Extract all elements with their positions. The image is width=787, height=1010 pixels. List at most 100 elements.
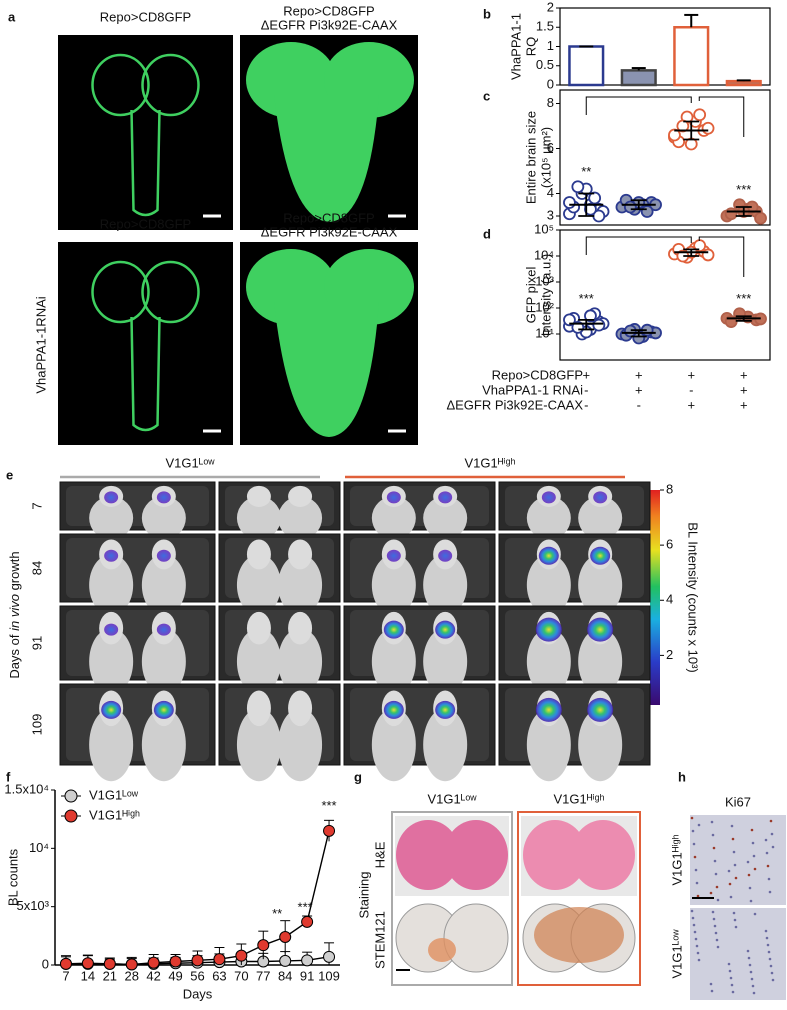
cell: [712, 917, 716, 921]
cell: [728, 969, 732, 973]
ihc-image: [690, 908, 786, 1000]
section-frame: [517, 811, 641, 986]
imaging-stage: [66, 688, 209, 761]
cell: [693, 855, 697, 859]
ventral-cord: [274, 95, 379, 222]
data-point: [724, 207, 738, 221]
row-label: VhaPPA1-1 RNAi: [482, 382, 583, 397]
brain: [246, 42, 414, 222]
x-tick-label: 28: [124, 968, 138, 983]
cell: [749, 970, 753, 974]
data-point: [125, 958, 138, 971]
bioluminescence: [386, 549, 401, 562]
brain-lobe: [141, 53, 200, 117]
series-line: [65, 830, 330, 966]
panel-letter: c: [483, 88, 490, 103]
cell: [752, 854, 756, 858]
mouse-body: [578, 554, 623, 616]
mouse-body: [423, 496, 468, 540]
y-tick-label: 0: [42, 956, 49, 971]
y-tick-label: 1.5: [536, 19, 554, 34]
cell: [690, 816, 694, 820]
table-mark: -: [584, 382, 588, 397]
cell: [746, 949, 750, 953]
cell: [733, 863, 737, 867]
cell: [769, 964, 773, 968]
cell: [768, 957, 772, 961]
imaging-stage: [66, 610, 209, 676]
cell: [692, 842, 696, 846]
mouse-body: [236, 708, 281, 782]
cell: [750, 828, 754, 832]
data-point: [301, 915, 314, 928]
data-point: [169, 955, 182, 968]
cell: [714, 931, 718, 935]
x-tick-label: 91: [300, 968, 314, 983]
color-scale: [650, 490, 660, 705]
row-label: 84: [29, 561, 44, 575]
imaging-stage: [66, 486, 209, 526]
mouse-body: [371, 628, 416, 695]
cell: [713, 859, 717, 863]
bioluminescence: [104, 491, 119, 504]
cell: [752, 991, 756, 995]
column-header: V1G1ᴸᵒʷ: [166, 455, 216, 470]
table-mark: -: [637, 397, 641, 412]
bioluminescence: [153, 700, 174, 719]
y-tick-label: 10⁵: [534, 221, 554, 236]
mouse-body: [236, 628, 281, 695]
y-tick-label: 2: [547, 0, 554, 14]
cell: [691, 829, 695, 833]
cell: [731, 990, 735, 994]
mouse-body: [371, 554, 416, 616]
y-tick-label: 3: [547, 207, 554, 222]
cell: [711, 833, 715, 837]
cell: [770, 971, 774, 975]
panel-title: Ki67: [725, 794, 751, 809]
row-label: ΔEGFR Pi3k92E-CAAX: [446, 397, 583, 412]
y-tick-label: 0.5: [536, 57, 554, 72]
imaging-stage: [505, 538, 644, 598]
cell: [766, 943, 770, 947]
bar: [673, 26, 710, 87]
table-mark: +: [740, 382, 748, 397]
mouse-body: [89, 496, 134, 540]
significance-label: ***: [321, 798, 336, 813]
cell: [697, 823, 701, 827]
plot-frame: [559, 229, 771, 361]
mouse-body: [89, 554, 134, 616]
mouse-body: [371, 708, 416, 782]
cell: [711, 910, 715, 914]
mouse-body: [278, 708, 323, 782]
legend-marker: [64, 789, 78, 803]
mouse-body: [89, 708, 134, 782]
bar: [620, 69, 657, 87]
mouse-body: [141, 628, 186, 695]
bioluminescence: [587, 617, 614, 642]
column-header: V1G1ᴸᵒʷ: [428, 791, 478, 806]
cell: [716, 898, 720, 902]
cell: [710, 820, 714, 824]
cell: [770, 832, 774, 836]
image-label: ΔEGFR Pi3k92E-CAAX: [261, 17, 398, 32]
panel-letter: e: [6, 467, 13, 482]
bioluminescence: [156, 491, 171, 504]
data-point: [191, 954, 204, 967]
y-label-part: growth: [7, 551, 22, 594]
y-axis-label: GFP pixel: [523, 266, 538, 323]
cell: [730, 824, 734, 828]
cell: [728, 882, 732, 886]
mouse-body: [578, 496, 623, 540]
cell: [695, 944, 699, 948]
mouse-body: [236, 496, 281, 540]
cell: [709, 891, 713, 895]
legend-label: V1G1ᴴⁱᵍʰ: [89, 807, 140, 822]
data-point: [754, 211, 767, 225]
data-point: [571, 180, 585, 194]
ventral-cord: [130, 316, 161, 432]
x-tick-label: 63: [212, 968, 226, 983]
x-tick-label: 77: [256, 968, 270, 983]
data-point: [279, 931, 292, 943]
mouse-body: [278, 554, 323, 616]
imaging-stage: [350, 688, 489, 761]
